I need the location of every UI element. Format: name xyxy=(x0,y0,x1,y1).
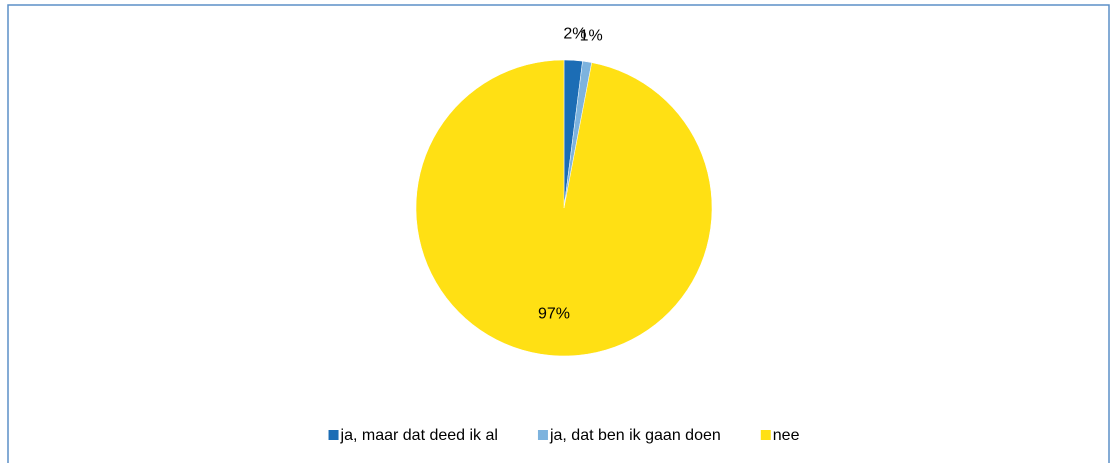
data-label: 2% xyxy=(563,26,586,43)
pie-slice xyxy=(415,59,713,357)
legend-label: nee xyxy=(773,427,800,444)
legend-label: ja, dat ben ik gaan doen xyxy=(549,427,721,444)
legend-swatch xyxy=(328,430,339,440)
legend-swatch xyxy=(537,430,548,440)
data-label: 1% xyxy=(580,27,603,44)
legend-swatch xyxy=(760,430,771,440)
legend-label: ja, maar dat deed ik al xyxy=(340,427,498,444)
data-label: 97% xyxy=(538,305,570,322)
